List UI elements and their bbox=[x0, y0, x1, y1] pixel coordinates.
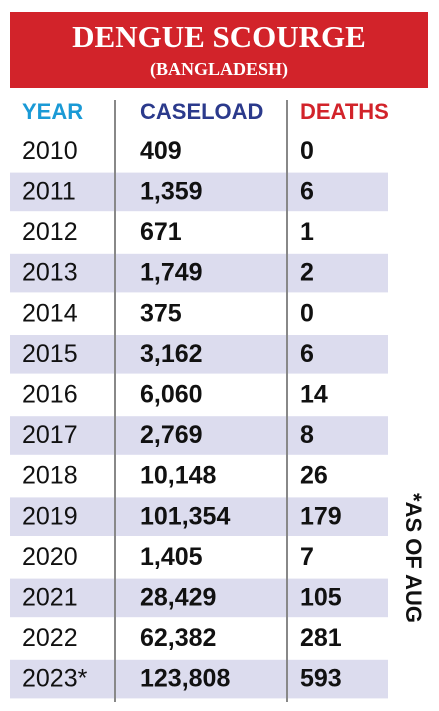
table-cell: 1,749 bbox=[140, 259, 203, 287]
table-cell: 7 bbox=[300, 543, 314, 571]
table-cell: 409 bbox=[140, 137, 182, 165]
table-cell: 2019 bbox=[22, 502, 78, 530]
table-cell: 1 bbox=[300, 218, 314, 246]
table-cell: 10,148 bbox=[140, 462, 217, 490]
row-stripes bbox=[10, 172, 388, 699]
header-band bbox=[10, 12, 428, 88]
row-stripe bbox=[10, 172, 388, 212]
subtitle: (BANGLADESH) bbox=[150, 59, 288, 80]
table-cell: 179 bbox=[300, 502, 342, 530]
row-stripe bbox=[10, 253, 388, 293]
table-cell: 0 bbox=[300, 299, 314, 327]
note: *AS OF AUG bbox=[401, 493, 426, 623]
table-cell: 2022 bbox=[22, 624, 78, 652]
row-stripe bbox=[10, 335, 388, 374]
table-cell: 2016 bbox=[22, 381, 78, 409]
row-stripe bbox=[10, 497, 388, 536]
table-cell: 0 bbox=[300, 137, 314, 165]
table-cell: 123,808 bbox=[140, 665, 230, 693]
table-cell: 26 bbox=[300, 462, 328, 490]
table-cell: 2010 bbox=[22, 137, 78, 165]
row-stripe bbox=[10, 416, 388, 455]
table-cell: 281 bbox=[300, 624, 342, 652]
title: DENGUE SCOURGE bbox=[72, 19, 366, 54]
table-cell: 2020 bbox=[22, 543, 78, 571]
row-stripe bbox=[10, 578, 388, 618]
table-rows: 2010 409 0 2011 1,359 6 2012 671 1 2013 1,749 2 2014… bbox=[22, 137, 342, 693]
table-cell: 1,405 bbox=[140, 543, 203, 571]
table-cell: 2018 bbox=[22, 462, 78, 490]
table-cell: 2023* bbox=[22, 665, 88, 693]
table-cell: 62,382 bbox=[140, 624, 216, 652]
table-cell: 2012 bbox=[22, 218, 78, 246]
table-cell: 671 bbox=[140, 218, 182, 246]
table-cell: 6 bbox=[300, 340, 314, 368]
table-cell: 6,060 bbox=[140, 381, 203, 409]
table-cell: 2015 bbox=[22, 340, 78, 368]
column-header: YEAR bbox=[22, 99, 83, 124]
table-cell: 2011 bbox=[22, 178, 76, 206]
column-header: DEATHS bbox=[300, 99, 389, 124]
row-stripe bbox=[10, 659, 388, 699]
table-cell: 2017 bbox=[22, 421, 78, 449]
table-cell: 2 bbox=[300, 259, 314, 287]
column-header: CASELOAD bbox=[140, 99, 263, 124]
table-cell: 2013 bbox=[22, 259, 78, 287]
table-cell: 2,769 bbox=[140, 421, 203, 449]
table-cell: 8 bbox=[300, 421, 314, 449]
table-cell: 6 bbox=[300, 178, 314, 206]
table-cell: 593 bbox=[300, 665, 342, 693]
table-cell: 2014 bbox=[22, 299, 78, 327]
table-cell: 1,359 bbox=[140, 178, 203, 206]
table-cell: 28,429 bbox=[140, 584, 216, 612]
table-cell: 2021 bbox=[22, 584, 78, 612]
table-cell: 3,162 bbox=[140, 340, 203, 368]
table-cell: 101,354 bbox=[140, 502, 230, 530]
table-cell: 375 bbox=[140, 299, 182, 327]
table-cell: 14 bbox=[300, 381, 328, 409]
table-cell: 105 bbox=[300, 584, 342, 612]
